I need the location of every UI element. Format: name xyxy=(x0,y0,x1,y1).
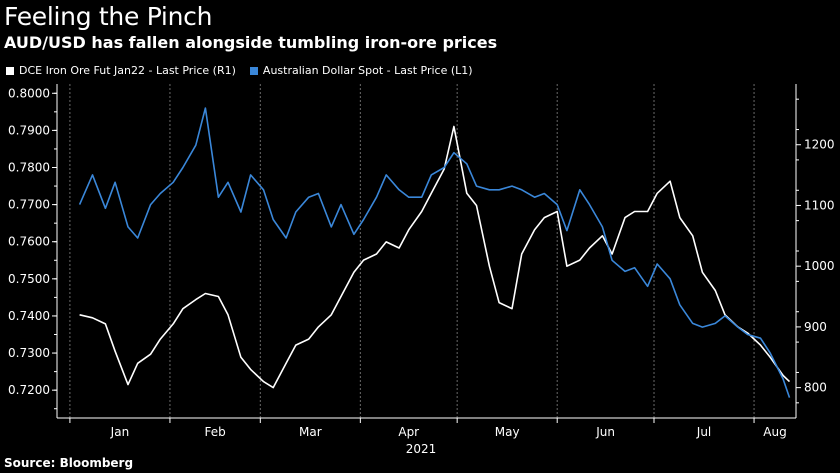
legend: DCE Iron Ore Fut Jan22 - Last Price (R1)… xyxy=(6,64,487,77)
x-tick-label: Feb xyxy=(205,425,226,439)
chart-title: Feeling the Pinch xyxy=(4,2,213,31)
y-right-tick-label: 1100 xyxy=(804,198,835,212)
y-right-tick-label: 1200 xyxy=(804,138,835,152)
y-left-tick-label: 0.7800 xyxy=(8,161,50,175)
x-tick-label: Jul xyxy=(696,425,711,439)
x-tick-label: May xyxy=(495,425,520,439)
y-left-tick-label: 0.7600 xyxy=(8,235,50,249)
y-left-tick-label: 0.7300 xyxy=(8,346,50,360)
axes xyxy=(52,84,801,423)
y-left-tick-label: 0.7700 xyxy=(8,198,50,212)
x-tick-label: Mar xyxy=(299,425,322,439)
series-line-iron-ore xyxy=(79,125,791,389)
y-left-tick-label: 0.7400 xyxy=(8,309,50,323)
y-right-tick-label: 1000 xyxy=(804,259,835,273)
y-right-tick-label: 900 xyxy=(804,320,827,334)
x-tick-label: Jun xyxy=(595,425,615,439)
y-left-tick-label: 0.8000 xyxy=(8,86,50,100)
series-line-aud xyxy=(78,107,791,398)
legend-swatch-aud xyxy=(249,66,258,75)
legend-label-aud: Australian Dollar Spot - Last Price (L1) xyxy=(262,64,473,77)
x-tick-label: Jan xyxy=(110,425,130,439)
source-note: Source: Bloomberg xyxy=(4,456,134,470)
series-lines xyxy=(78,107,791,398)
y-right-tick-label: 800 xyxy=(804,381,827,395)
grid-lines xyxy=(69,84,755,418)
x-tick-label: Apr xyxy=(398,425,419,439)
x-axis-label: 2021 xyxy=(406,442,437,456)
y-left-tick-label: 0.7900 xyxy=(8,123,50,137)
chart-subtitle: AUD/USD has fallen alongside tumbling ir… xyxy=(4,33,498,52)
legend-label-iron-ore: DCE Iron Ore Fut Jan22 - Last Price (R1) xyxy=(19,64,236,77)
legend-item-iron-ore: DCE Iron Ore Fut Jan22 - Last Price (R1) xyxy=(6,64,236,77)
y-left-tick-label: 0.7500 xyxy=(8,272,50,286)
x-tick-label: Aug xyxy=(763,425,786,439)
legend-swatch-iron-ore xyxy=(6,66,14,75)
legend-item-aud: Australian Dollar Spot - Last Price (L1) xyxy=(249,64,473,77)
tick-labels: Jan Feb Mar Apr May Jun Jul Aug 2021 0.8000 0.7900… xyxy=(8,86,835,456)
y-left-tick-label: 0.7200 xyxy=(8,383,50,397)
